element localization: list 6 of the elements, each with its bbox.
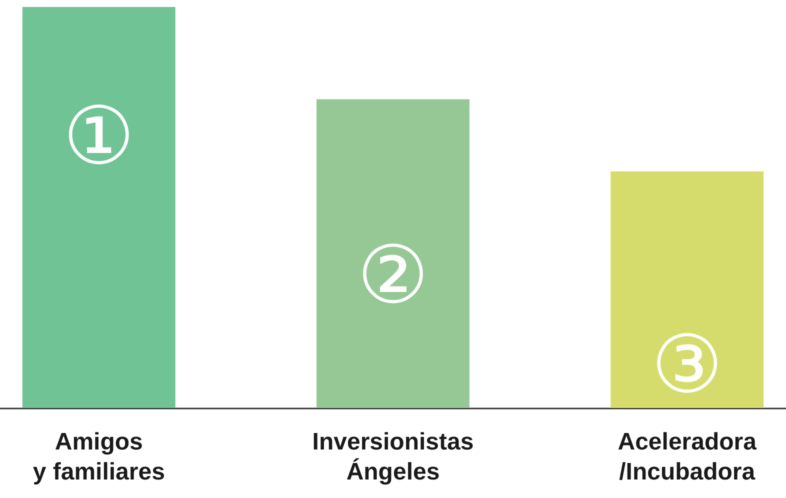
x-tick-label: Amigos y familiares	[32, 428, 165, 486]
annotation: ③	[651, 318, 723, 411]
annotation: ②	[357, 228, 429, 322]
x-tick-label: Inversionistas Ángeles	[312, 428, 474, 486]
x-tick-label: Aceleradora /Incubadora	[618, 428, 758, 486]
annotation: ①	[63, 89, 135, 182]
